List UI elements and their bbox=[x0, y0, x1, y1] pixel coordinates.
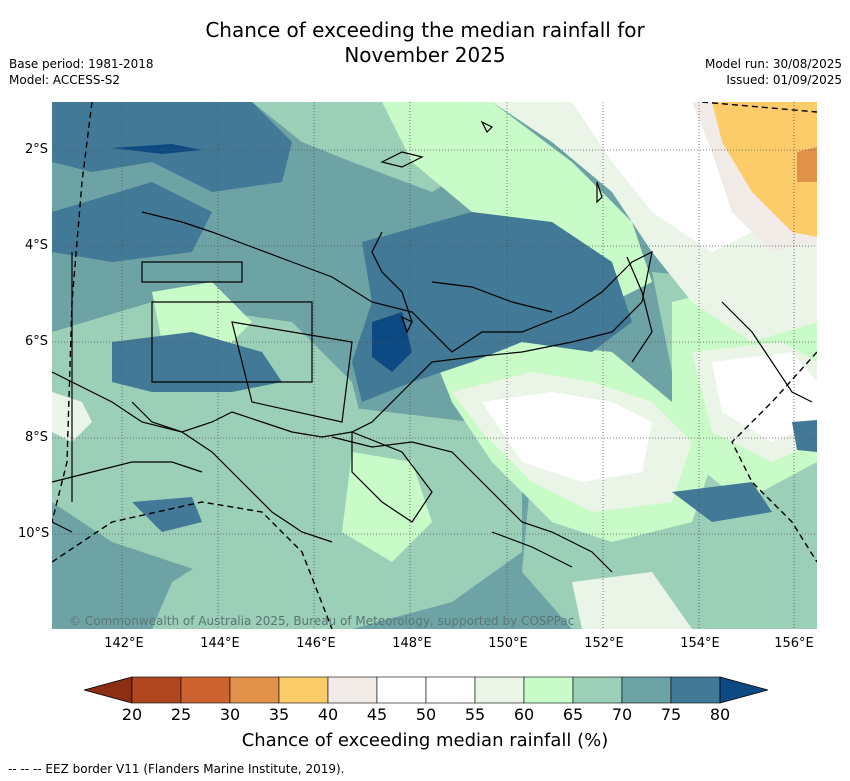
base-period: Base period: 1981-2018 bbox=[9, 57, 154, 71]
y-tick-label: 6°S bbox=[24, 334, 48, 349]
colorbar-segment bbox=[131, 676, 182, 704]
colorbar-tick-label: 50 bbox=[415, 705, 437, 724]
model-run: Model run: 30/08/2025 bbox=[704, 57, 842, 71]
colorbar bbox=[84, 676, 768, 704]
x-tick-label: 146°E bbox=[296, 636, 336, 651]
colorbar-tick-label: 20 bbox=[121, 705, 143, 724]
colorbar-segment bbox=[327, 676, 378, 704]
x-tick-label: 142°E bbox=[104, 636, 144, 651]
colorbar-tick-label: 45 bbox=[366, 705, 388, 724]
colorbar-tick-label: 40 bbox=[317, 705, 339, 724]
colorbar-tick-label: 35 bbox=[268, 705, 290, 724]
y-tick-label: 2°S bbox=[24, 142, 48, 157]
colorbar-extend-high bbox=[719, 676, 768, 704]
colorbar-segment bbox=[376, 676, 427, 704]
colorbar-tick-label: 25 bbox=[170, 705, 192, 724]
eez-footnote: -- -- -- EEZ border V11 (Flanders Marine… bbox=[8, 762, 345, 776]
colorbar-tick-label: 55 bbox=[464, 705, 486, 724]
colorbar-label: Chance of exceeding median rainfall (%) bbox=[241, 730, 609, 751]
colorbar-segment bbox=[523, 676, 574, 704]
colorbar-tick-label: 65 bbox=[562, 705, 584, 724]
title-line-2: November 2025 bbox=[344, 43, 506, 67]
title-line-1: Chance of exceeding the median rainfall … bbox=[205, 18, 645, 42]
x-tick-label: 144°E bbox=[200, 636, 240, 651]
colorbar-segment bbox=[670, 676, 721, 704]
model-name: Model: ACCESS-S2 bbox=[9, 73, 121, 87]
rainfall-map bbox=[52, 102, 817, 629]
colorbar-segment bbox=[621, 676, 672, 704]
colorbar-tick-label: 30 bbox=[219, 705, 241, 724]
x-tick-label: 156°E bbox=[774, 636, 814, 651]
meta-right: Model run: 30/08/2025 Issued: 01/09/2025 bbox=[705, 56, 842, 88]
meta-left: Base period: 1981-2018 Model: ACCESS-S2 bbox=[9, 56, 154, 88]
map-title: Chance of exceeding the median rainfall … bbox=[0, 18, 850, 68]
copyright-note: © Commonwealth of Australia 2025, Bureau… bbox=[69, 614, 575, 628]
y-tick-label: 10°S bbox=[18, 526, 50, 541]
colorbar-tick-label: 75 bbox=[660, 705, 682, 724]
x-tick-label: 148°E bbox=[392, 636, 432, 651]
colorbar-tick-label: 60 bbox=[513, 705, 535, 724]
x-tick-label: 150°E bbox=[488, 636, 528, 651]
colorbar-tick-label: 70 bbox=[611, 705, 633, 724]
x-tick-label: 154°E bbox=[680, 636, 720, 651]
colorbar-extend-low bbox=[84, 676, 133, 704]
colorbar-segment bbox=[278, 676, 329, 704]
colorbar-segment bbox=[180, 676, 231, 704]
colorbar-segment bbox=[572, 676, 623, 704]
y-tick-label: 8°S bbox=[24, 430, 48, 445]
colorbar-segment bbox=[425, 676, 476, 704]
colorbar-segment bbox=[474, 676, 525, 704]
issued-date: Issued: 01/09/2025 bbox=[726, 73, 842, 87]
colorbar-segment bbox=[229, 676, 280, 704]
x-tick-label: 152°E bbox=[584, 636, 624, 651]
y-tick-label: 4°S bbox=[24, 238, 48, 253]
colorbar-tick-label: 80 bbox=[709, 705, 731, 724]
